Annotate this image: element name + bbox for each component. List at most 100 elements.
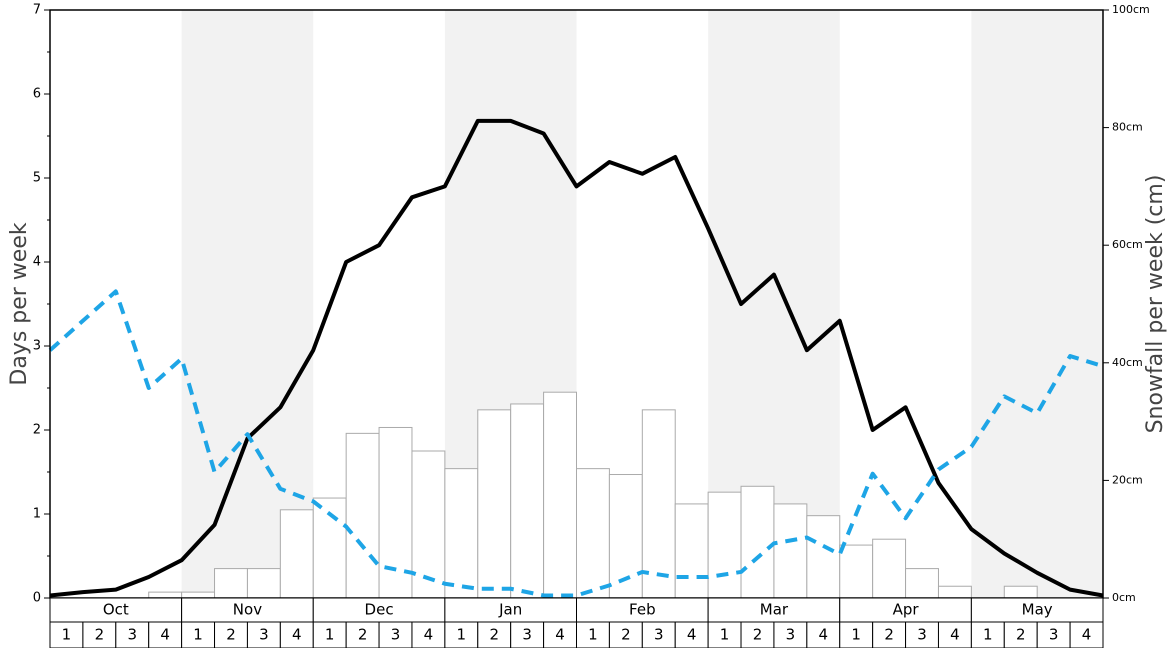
x-tick-label: 3 (127, 626, 137, 644)
x-tick-label: 4 (160, 626, 170, 644)
x-tick-label: 3 (654, 626, 664, 644)
x-tick-label: 3 (786, 626, 796, 644)
x-tick-label: 2 (1016, 626, 1026, 644)
bar (773, 503, 808, 599)
bar (181, 591, 216, 599)
y2-tick-label: 80cm (1112, 121, 1143, 134)
week-cell (576, 621, 610, 649)
month-label: Feb (629, 601, 656, 619)
month-label: Jan (498, 601, 522, 619)
y-tick-label: 4 (33, 255, 41, 270)
month-cell (839, 597, 972, 623)
y-tick-label: 7 (33, 3, 41, 18)
y-tick-label: 0 (33, 591, 41, 606)
x-tick-label: 2 (358, 626, 368, 644)
month-label: Nov (233, 601, 262, 619)
bar (576, 468, 610, 599)
y2-tick-label: 60cm (1112, 238, 1143, 251)
x-tick-label: 1 (193, 626, 203, 644)
y-tick-label: 2 (33, 423, 41, 438)
x-tick-label: 4 (292, 626, 302, 644)
week-cell (937, 621, 972, 649)
line-series (49, 118, 1104, 598)
x-tick-label: 3 (1049, 626, 1059, 644)
bar (937, 585, 972, 599)
week-cell (510, 621, 545, 649)
week-cell (214, 621, 248, 649)
x-tick-label: 3 (522, 626, 532, 644)
bar (444, 468, 479, 599)
month-cell (444, 597, 577, 623)
bar (345, 432, 380, 599)
month-cell (576, 597, 709, 623)
bar (510, 403, 545, 599)
y2-tick-label: 40cm (1112, 356, 1143, 369)
x-tick-label: 1 (325, 626, 335, 644)
bar (246, 568, 281, 599)
month-band (971, 10, 1103, 598)
month-label: May (1022, 601, 1053, 619)
bar (707, 491, 742, 599)
x-tick-label: 2 (884, 626, 894, 644)
x-tick-label: 2 (753, 626, 763, 644)
y-tick-label: 3 (33, 339, 41, 354)
x-tick-label: 1 (851, 626, 861, 644)
bar (806, 515, 841, 599)
x-tick-label: 1 (720, 626, 730, 644)
x-tick-label: 4 (819, 626, 829, 644)
month-band (181, 10, 314, 598)
line-series (48, 289, 1104, 598)
month-label: Oct (103, 601, 129, 619)
month-label: Dec (365, 601, 394, 619)
y2-tick-label: 0cm (1112, 591, 1136, 604)
x-tick-label: 4 (950, 626, 960, 644)
bar (214, 568, 248, 599)
y2-tick-label: 20cm (1112, 473, 1143, 486)
bar (411, 450, 446, 599)
week-cell (674, 621, 709, 649)
bar (1003, 585, 1038, 599)
x-tick-label: 1 (62, 626, 72, 644)
x-tick-label: 4 (1082, 626, 1092, 644)
x-tick-label: 2 (489, 626, 499, 644)
week-cell (839, 621, 874, 649)
y-axis-label: Days per week (7, 222, 32, 385)
week-cell (740, 621, 775, 649)
week-cell (1003, 621, 1038, 649)
bar (674, 503, 709, 599)
x-tick-label: 4 (424, 626, 434, 644)
x-tick-label: 3 (917, 626, 927, 644)
x-tick-label: 3 (391, 626, 401, 644)
bar (839, 544, 874, 599)
x-tick-label: 1 (588, 626, 598, 644)
bar (641, 409, 676, 599)
x-tick-label: 4 (687, 626, 697, 644)
x-tick-label: 2 (95, 626, 105, 644)
month-label: Mar (760, 601, 789, 619)
x-tick-label: 1 (457, 626, 467, 644)
week-cell (872, 621, 907, 649)
bar (148, 591, 183, 599)
week-cell (82, 621, 117, 649)
y2-axis-label: Snowfall per week (cm) (1143, 175, 1168, 434)
x-tick-label: 3 (259, 626, 269, 644)
bar (740, 485, 775, 599)
y2-tick-label: 100cm (1112, 3, 1150, 16)
bar (905, 568, 939, 599)
week-cell (444, 621, 479, 649)
bar (477, 409, 512, 599)
bar (543, 391, 577, 599)
x-tick-label: 2 (226, 626, 236, 644)
x-tick-label: 4 (555, 626, 565, 644)
x-tick-label: 2 (621, 626, 631, 644)
x-tick-label: 1 (983, 626, 993, 644)
y-tick-label: 1 (33, 507, 41, 522)
bar (279, 509, 314, 599)
month-cell (181, 597, 314, 623)
y-tick-label: 6 (33, 87, 41, 102)
week-cell (378, 621, 413, 649)
bar (872, 538, 907, 599)
week-cell (1069, 621, 1104, 649)
y-tick-label: 5 (33, 171, 41, 186)
